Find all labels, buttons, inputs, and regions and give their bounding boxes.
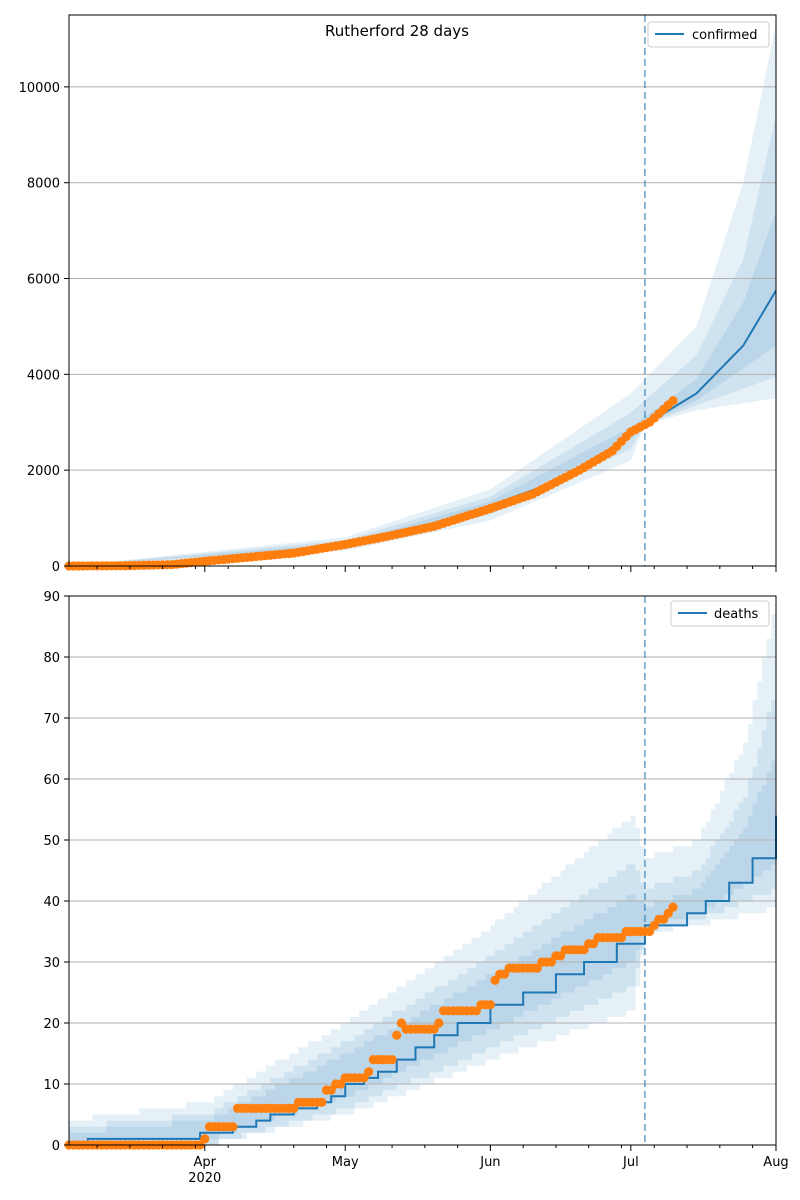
legend-label-confirmed: confirmed xyxy=(692,28,758,43)
chart-title: Rutherford 28 days xyxy=(325,22,469,40)
deaths-series-line xyxy=(69,815,777,1146)
y-tick-label: 80 xyxy=(43,651,60,666)
confirmed-panel: 0 2000 4000 6000 8000 10000 Rutherford 28 day… xyxy=(19,14,777,575)
axes-frame xyxy=(68,595,777,1146)
confidence-band-3 xyxy=(69,748,776,1145)
confidence-band-1 xyxy=(69,24,776,567)
confidence-band-2 xyxy=(69,681,776,1145)
x-tick-label: Aug xyxy=(763,1155,788,1170)
observed-point xyxy=(387,1055,397,1065)
y-tick-label: 70 xyxy=(43,712,60,727)
series-line-deaths xyxy=(69,815,777,1146)
y-tick-label: 40 xyxy=(43,895,60,910)
x-tick-label: Apr xyxy=(194,1155,217,1170)
confirmed-observed-points xyxy=(64,396,678,571)
confirmed-x-ticks xyxy=(96,566,777,572)
y-tick-label: 50 xyxy=(43,834,60,849)
x-tick-label: Jun xyxy=(479,1155,500,1170)
observed-point xyxy=(668,902,678,912)
observed-point xyxy=(392,1030,402,1040)
y-tick-label: 4000 xyxy=(27,368,60,383)
y-tick-label: 10000 xyxy=(19,81,60,96)
x-tick-label: Jul xyxy=(622,1155,639,1170)
deaths-y-ticks: 0 10 20 30 40 50 60 70 80 90 xyxy=(43,590,69,1154)
y-tick-label: 0 xyxy=(52,1139,60,1154)
confirmed-confidence-bands xyxy=(69,24,776,567)
y-tick-label: 6000 xyxy=(27,273,60,288)
observed-point xyxy=(317,1097,327,1107)
y-tick-label: 90 xyxy=(43,590,60,605)
observed-point xyxy=(485,1000,495,1010)
x-tick-label: May xyxy=(332,1155,359,1170)
confidence-band-2 xyxy=(69,115,776,566)
confirmed-axes-frame xyxy=(68,14,777,567)
y-tick-label: 0 xyxy=(52,560,60,575)
confirmed-y-ticks: 0 2000 4000 6000 8000 10000 xyxy=(19,81,69,575)
confirmed-gridlines xyxy=(69,86,776,471)
confirmed-legend: confirmed xyxy=(647,21,770,48)
observed-point xyxy=(228,1122,238,1132)
confidence-band-1 xyxy=(69,596,776,1145)
y-tick-label: 60 xyxy=(43,773,60,788)
y-tick-label: 20 xyxy=(43,1017,60,1032)
y-tick-label: 30 xyxy=(43,956,60,971)
y-tick-label: 10 xyxy=(43,1078,60,1093)
deaths-confidence-bands xyxy=(69,596,776,1145)
deaths-legend: deaths xyxy=(670,600,770,627)
x-tick-sublabel: 2020 xyxy=(188,1171,221,1186)
observed-point xyxy=(200,1134,210,1144)
y-tick-label: 8000 xyxy=(27,177,60,192)
observed-point xyxy=(364,1067,374,1077)
deaths-axes-frame xyxy=(68,595,777,1146)
y-tick-label: 2000 xyxy=(27,464,60,479)
axes-frame xyxy=(68,14,777,567)
legend-label-deaths: deaths xyxy=(714,607,759,622)
observed-point xyxy=(434,1018,444,1028)
observed-point xyxy=(668,396,678,406)
